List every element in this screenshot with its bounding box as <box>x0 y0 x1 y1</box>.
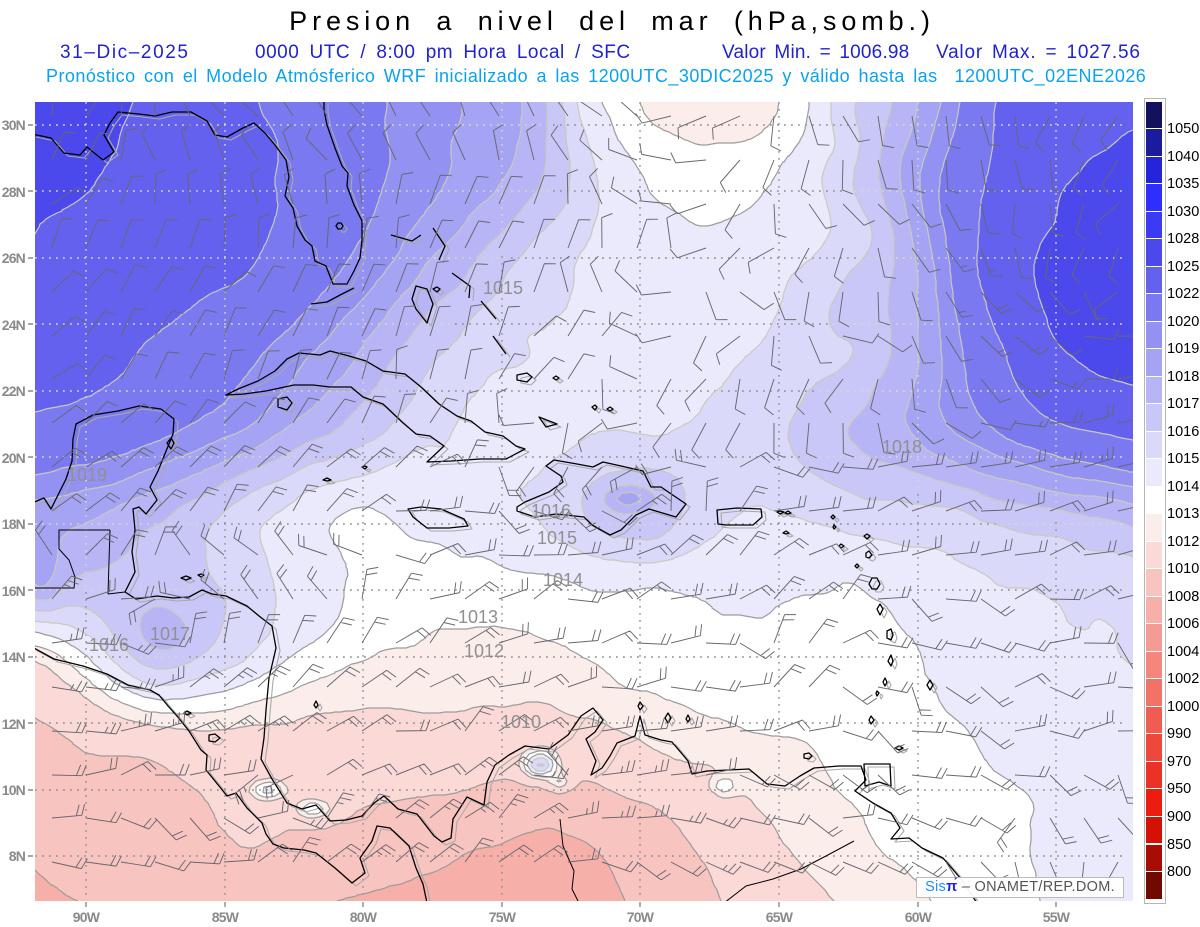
svg-text:10N: 10N <box>2 782 26 798</box>
svg-text:1016: 1016 <box>531 501 571 521</box>
svg-text:1019: 1019 <box>67 465 107 485</box>
svg-text:80W: 80W <box>350 909 378 925</box>
svg-text:1014: 1014 <box>543 570 583 590</box>
svg-text:1016: 1016 <box>89 635 129 655</box>
svg-text:12N: 12N <box>2 716 26 732</box>
svg-text:1013: 1013 <box>458 607 498 627</box>
svg-text:18N: 18N <box>2 516 26 532</box>
svg-text:1017: 1017 <box>150 624 190 644</box>
svg-text:60W: 60W <box>905 909 933 925</box>
svg-text:75W: 75W <box>489 909 517 925</box>
svg-text:65W: 65W <box>766 909 794 925</box>
svg-text:1010: 1010 <box>501 712 541 732</box>
svg-text:85W: 85W <box>212 909 240 925</box>
svg-text:28N: 28N <box>2 184 26 200</box>
svg-text:1015: 1015 <box>483 278 523 298</box>
svg-text:55W: 55W <box>1043 909 1071 925</box>
svg-text:90W: 90W <box>73 909 101 925</box>
svg-text:26N: 26N <box>2 250 26 266</box>
svg-text:1018: 1018 <box>882 437 922 457</box>
svg-text:14N: 14N <box>2 649 26 665</box>
svg-text:8N: 8N <box>9 848 26 864</box>
svg-text:70W: 70W <box>627 909 655 925</box>
svg-text:1015: 1015 <box>537 528 577 548</box>
svg-text:30N: 30N <box>2 117 26 133</box>
svg-text:24N: 24N <box>2 317 26 333</box>
svg-text:20N: 20N <box>2 450 26 466</box>
svg-text:16N: 16N <box>2 583 26 599</box>
svg-text:22N: 22N <box>2 383 26 399</box>
svg-text:1012: 1012 <box>464 641 504 661</box>
